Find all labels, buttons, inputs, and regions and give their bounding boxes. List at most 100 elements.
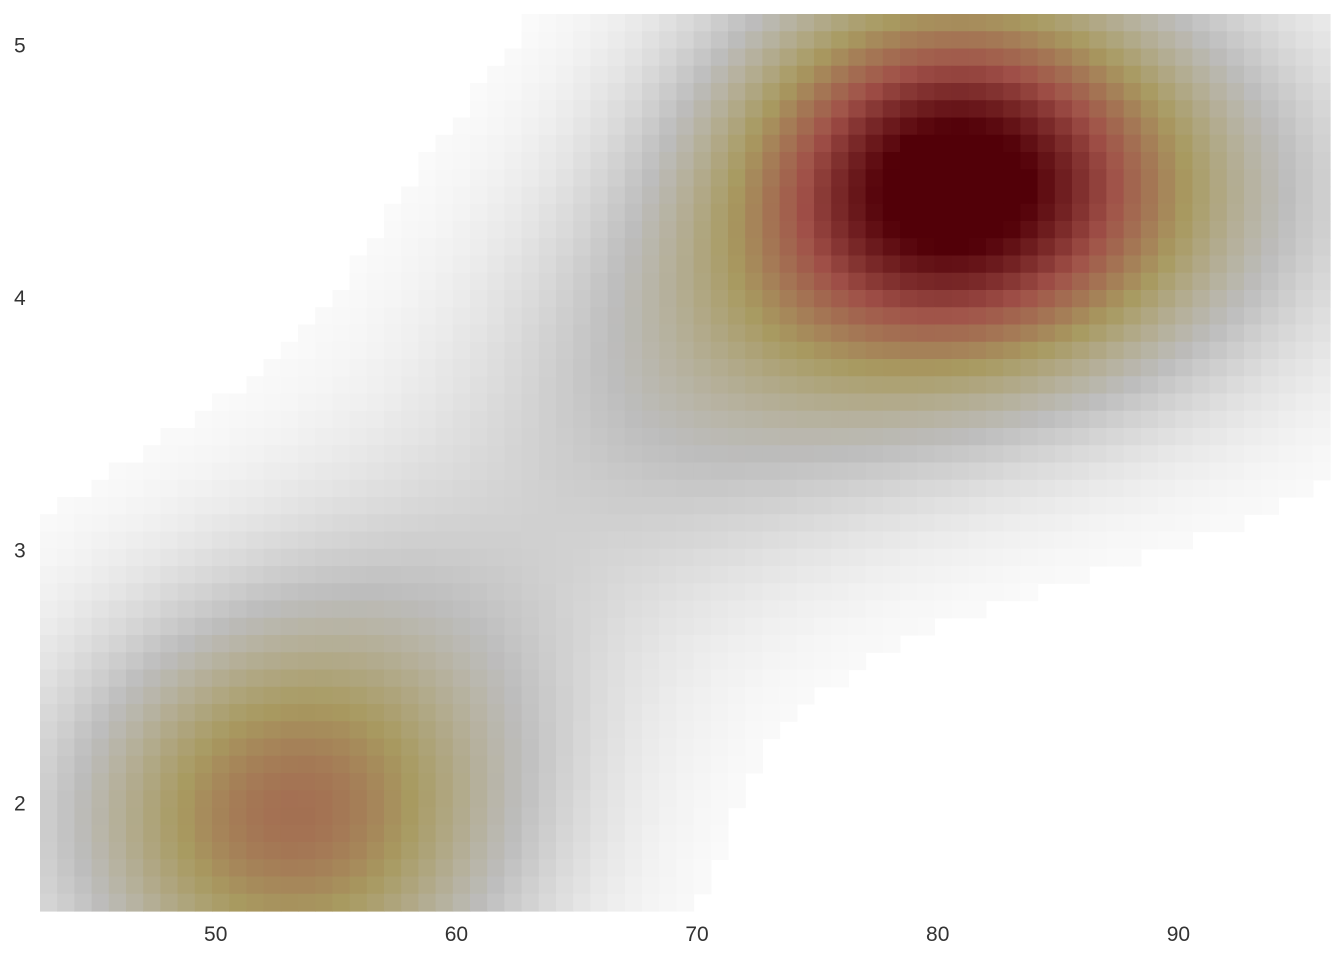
heatmap-cell — [556, 272, 574, 291]
heatmap-cell — [246, 876, 265, 895]
heatmap-cell — [504, 859, 523, 878]
heatmap-cell — [762, 652, 781, 671]
heatmap-cell — [401, 669, 419, 688]
heatmap-cell — [177, 669, 196, 688]
heatmap-cell — [280, 669, 299, 688]
heatmap-cell — [590, 203, 609, 222]
heatmap-cell — [1175, 238, 1193, 257]
heatmap-cell — [968, 600, 987, 619]
heatmap-cell — [538, 203, 557, 222]
heatmap-cell — [986, 100, 1004, 119]
heatmap-cell — [1278, 341, 1297, 360]
heatmap-cell — [573, 100, 591, 119]
heatmap-cell — [452, 548, 471, 567]
heatmap-cell — [1140, 221, 1159, 239]
heatmap-cell — [384, 876, 402, 895]
heatmap-cell — [1192, 445, 1211, 464]
heatmap-cell — [779, 410, 798, 429]
heatmap-cell — [693, 31, 712, 50]
heatmap-cell — [487, 773, 505, 791]
heatmap-cell — [1003, 583, 1021, 602]
heatmap-cell — [126, 704, 144, 722]
heatmap-cell — [1192, 272, 1211, 291]
heatmap-cell — [951, 238, 970, 257]
heatmap-cell — [470, 134, 488, 153]
heatmap-cell — [263, 790, 282, 809]
heatmap-cell — [521, 341, 540, 360]
heatmap-cell — [762, 721, 781, 740]
heatmap-cell — [590, 359, 609, 377]
heatmap-cell — [74, 600, 93, 619]
heatmap-cell — [418, 583, 437, 602]
heatmap-cell — [590, 393, 609, 412]
heatmap-cell — [934, 341, 953, 360]
heatmap-cell — [194, 462, 213, 481]
heatmap-cell — [212, 686, 230, 705]
heatmap-cell — [934, 428, 953, 446]
heatmap-cell — [538, 652, 557, 671]
heatmap-cell — [624, 134, 643, 153]
heatmap-cell — [1226, 83, 1245, 101]
heatmap-cell — [435, 186, 454, 205]
heatmap-cell — [384, 479, 402, 498]
heatmap-cell — [762, 203, 781, 222]
heatmap-cell — [659, 755, 677, 774]
heatmap-cell — [900, 462, 918, 481]
heatmap-cell — [882, 307, 901, 326]
heatmap-cell — [263, 669, 282, 688]
heatmap-cell — [487, 738, 505, 757]
heatmap-cell — [366, 548, 385, 567]
heatmap-cell — [607, 255, 626, 274]
heatmap-cell — [607, 704, 626, 722]
heatmap-cell — [865, 635, 884, 653]
heatmap-cell — [1054, 462, 1073, 481]
heatmap-cell — [470, 376, 488, 395]
heatmap-cell — [332, 635, 351, 653]
heatmap-cell — [951, 100, 970, 119]
heatmap-cell — [435, 807, 454, 826]
heatmap-cell — [487, 83, 505, 101]
heatmap-cell — [573, 617, 591, 636]
heatmap-cell — [659, 497, 677, 515]
heatmap-cell — [108, 514, 127, 533]
heatmap-cell — [573, 14, 591, 32]
heatmap-cell — [418, 203, 437, 222]
heatmap-cell — [1054, 548, 1073, 567]
heatmap-cell — [280, 773, 299, 791]
heatmap-cell — [332, 859, 351, 878]
heatmap-cell — [315, 566, 333, 584]
heatmap-cell — [917, 617, 935, 636]
heatmap-cell — [624, 307, 643, 326]
heatmap-cell — [642, 566, 660, 584]
heatmap-cell — [1089, 152, 1107, 170]
heatmap-cell — [1003, 566, 1021, 584]
heatmap-cell — [659, 824, 677, 843]
heatmap-cell — [624, 514, 643, 533]
heatmap-cell — [1054, 376, 1073, 395]
heatmap-cell — [452, 600, 471, 619]
heatmap-cell — [366, 566, 385, 584]
heatmap-cell — [710, 462, 729, 481]
heatmap-cell — [1106, 117, 1125, 136]
heatmap-cell — [435, 393, 454, 412]
heatmap-cell — [865, 169, 884, 188]
heatmap-cell — [607, 721, 626, 740]
heatmap-cell — [556, 531, 574, 550]
heatmap-cell — [418, 842, 437, 860]
heatmap-cell — [745, 721, 763, 740]
heatmap-cell — [452, 238, 471, 257]
heatmap-cell — [1158, 14, 1176, 32]
heatmap-cell — [349, 876, 368, 895]
heatmap-cell — [452, 704, 471, 722]
heatmap-cell — [194, 548, 213, 567]
heatmap-cell — [1020, 65, 1039, 84]
heatmap-cell — [401, 859, 419, 878]
heatmap-cell — [1106, 272, 1125, 291]
heatmap-cell — [401, 583, 419, 602]
heatmap-cell — [796, 238, 815, 257]
heatmap-cell — [917, 410, 935, 429]
heatmap-cell — [418, 428, 437, 446]
heatmap-cell — [177, 548, 196, 567]
heatmap-cell — [917, 359, 935, 377]
heatmap-cell — [487, 307, 505, 326]
